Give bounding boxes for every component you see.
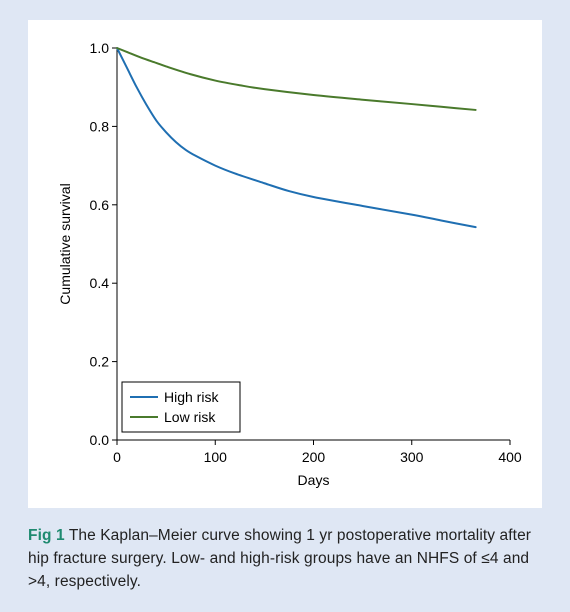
- legend-label-high-risk: High risk: [164, 389, 219, 405]
- x-tick-label: 300: [400, 449, 424, 465]
- series-line-high-risk: [116, 47, 477, 229]
- y-tick-label: 0.6: [90, 197, 110, 213]
- y-tick-label: 0.8: [90, 118, 110, 134]
- x-tick-label: 0: [113, 449, 121, 465]
- y-tick-label: 0.4: [90, 275, 110, 291]
- legend-layer: High risk Low risk: [121, 381, 241, 433]
- x-axis-label: Days: [298, 472, 330, 488]
- series-line-low-risk: [116, 47, 477, 111]
- series-layer: [116, 47, 477, 229]
- legend-box: [121, 381, 241, 433]
- y-tick-label: 1.0: [90, 40, 110, 56]
- y-axis-label: Cumulative survival: [57, 183, 73, 304]
- x-tick-label: 400: [498, 449, 522, 465]
- legend-label-low-risk: Low risk: [164, 409, 216, 425]
- kaplan-meier-chart: 0.0 0.2 0.4 0.6 0.8 1.0 0 100 200 300 400 Days Cumul…: [57, 40, 522, 488]
- y-tick-label: 0.0: [90, 432, 110, 448]
- figure-label: Fig 1: [28, 527, 65, 544]
- axes-layer: 0.0 0.2 0.4 0.6 0.8 1.0 0 100 200 300 400 Days Cumul…: [57, 40, 522, 488]
- figure-caption-text: The Kaplan–Meier curve showing 1 yr post…: [28, 527, 532, 590]
- figure-caption: Fig 1 The Kaplan–Meier curve showing 1 y…: [28, 524, 542, 593]
- x-tick-label: 200: [302, 449, 326, 465]
- x-tick-label: 100: [204, 449, 228, 465]
- y-tick-label: 0.2: [90, 354, 110, 370]
- plot-panel: 0.0 0.2 0.4 0.6 0.8 1.0 0 100 200 300 400 Days Cumul…: [28, 20, 542, 508]
